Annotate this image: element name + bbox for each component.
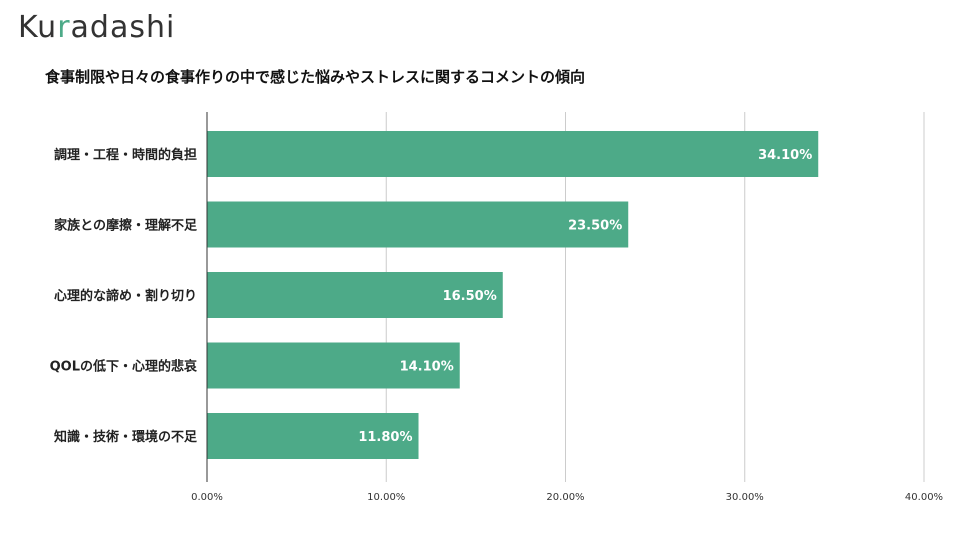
x-tick-label-0: 0.00% (191, 492, 223, 503)
category-label-2: 心理的な諦め・割り切り (54, 288, 197, 304)
kuradashi-logo: Kuradashi (18, 8, 175, 48)
value-label-2: 16.50% (443, 289, 497, 304)
category-label-1: 家族との摩擦・理解不足 (54, 218, 198, 234)
bar-4 (207, 413, 419, 459)
chart-title: 食事制限や日々の食事作りの中で感じた悩みやストレスに関するコメントの傾向 (45, 68, 586, 86)
x-tick-label-3: 30.00% (726, 492, 764, 503)
category-label-3: QOLの低下・心理的悲哀 (50, 359, 198, 375)
x-tick-label-2: 20.00% (546, 492, 584, 503)
bar-0 (207, 131, 819, 177)
bar-1 (207, 201, 629, 248)
bar-2 (207, 272, 503, 318)
x-tick-label-1: 10.00% (367, 492, 405, 503)
value-label-1: 23.50% (568, 219, 622, 234)
value-label-4: 11.80% (358, 430, 412, 445)
bar-3 (207, 342, 460, 389)
category-label-0: 調理・工程・時間的負担 (54, 147, 197, 163)
value-label-0: 34.10% (758, 148, 812, 163)
category-label-4: 知識・技術・環境の不足 (54, 429, 198, 445)
x-tick-label-4: 40.00% (905, 492, 943, 503)
logo-text: Kuradashi (18, 10, 176, 45)
value-label-3: 14.10% (400, 360, 454, 375)
